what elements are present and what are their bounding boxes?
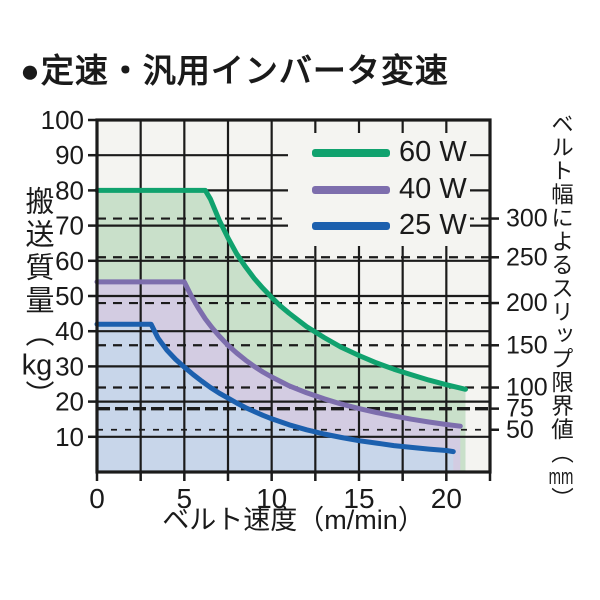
y-tick-label-right: 75: [506, 395, 534, 423]
y-tick-label-left: 30: [55, 351, 84, 381]
x-tick-label: 10: [256, 483, 287, 514]
x-tick-label: 5: [177, 483, 193, 514]
x-tick-label: 20: [431, 483, 462, 514]
legend-swatch-60w-icon: [312, 148, 390, 157]
legend-swatch-25w-icon: [312, 221, 390, 230]
legend-item-25w: 25 W: [288, 209, 470, 241]
series-curve-25w: [94, 321, 456, 455]
legend-item-40w: 40 W: [288, 173, 470, 205]
y-axis-right-unit: mm: [548, 464, 574, 488]
y-tick-label-left: 60: [55, 246, 84, 276]
series-area-25w: [97, 324, 454, 472]
y-axis-label-left-text: 搬送質量: [21, 186, 53, 318]
y-axis-label-left: 搬送質量（kg）: [21, 186, 53, 413]
legend-swatch-40w-icon: [312, 185, 390, 194]
y-tick-label-left: 80: [55, 175, 84, 205]
y-tick-label-left: 90: [55, 140, 84, 170]
y-tick-label-right: 250: [506, 243, 548, 271]
page-title: ●定速・汎用インバータ変速: [20, 52, 449, 89]
y-tick-label-left: 50: [55, 281, 84, 311]
y-axis-left-unit-close: ）: [21, 380, 53, 413]
y-tick-label-left: 100: [41, 105, 84, 135]
x-tick-label: 0: [89, 483, 105, 514]
y-tick-label-right: 150: [506, 331, 548, 359]
y-tick-label-left: 40: [55, 316, 84, 346]
legend-label-60w: 60 W: [399, 136, 467, 168]
series-curve-40w: [94, 279, 463, 429]
y-tick-label-right: 50: [506, 416, 534, 444]
y-tick-label-left: 20: [55, 387, 84, 417]
y-tick-label-left: 10: [55, 422, 84, 452]
y-axis-right-unit-open: （: [548, 441, 574, 465]
y-axis-left-unit-open: （: [21, 318, 53, 351]
x-tick-label: 15: [343, 483, 374, 514]
y-axis-label-right-text: ベルト幅によるスリップ限界値: [548, 112, 574, 441]
y-axis-label-right: ベルト幅によるスリップ限界値（mm）: [548, 112, 574, 511]
x-axis-label: ベルト速度（m/min）: [162, 505, 425, 535]
legend-label-25w: 25 W: [399, 209, 467, 241]
y-tick-label-right: 100: [506, 374, 548, 402]
y-axis-left-unit: kg: [21, 351, 53, 380]
legend-item-60w: 60 W: [288, 136, 470, 168]
y-tick-label-left: 70: [55, 211, 84, 241]
y-tick-label-right: 300: [506, 205, 548, 233]
series-curve-60w: [94, 187, 468, 392]
y-tick-label-right: 200: [506, 289, 548, 317]
legend: 60 W 40 W 25 W: [288, 133, 470, 246]
y-axis-right-unit-close: ）: [548, 487, 574, 511]
legend-label-40w: 40 W: [399, 173, 467, 205]
